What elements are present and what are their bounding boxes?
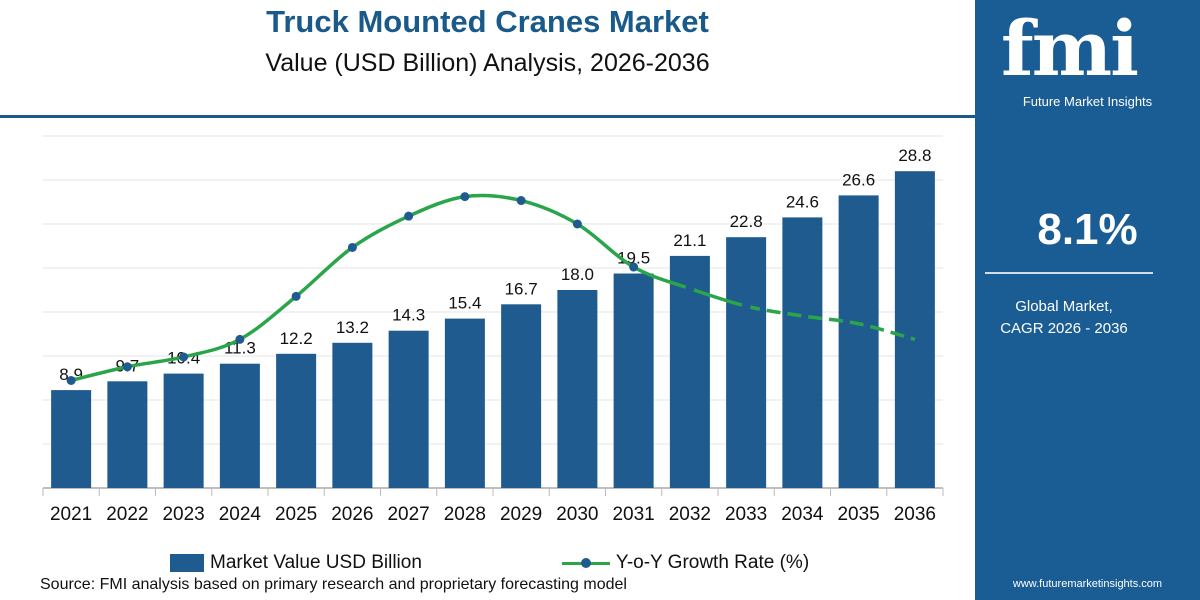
bar-line-chart: 8.920219.7202210.4202311.3202412.2202513… (42, 135, 944, 525)
logo-letters: fmi (1001, 4, 1139, 93)
legend-bar-swatch (170, 554, 204, 572)
bar-2031 (613, 273, 654, 488)
growth-point-2030 (572, 219, 582, 229)
growth-point-2032 (685, 284, 695, 294)
bar-2024 (219, 363, 260, 488)
x-tick-label: 2034 (781, 504, 824, 525)
bar-2025 (276, 353, 317, 488)
growth-point-2028 (460, 192, 470, 202)
bar-value-label: 14.3 (392, 306, 425, 325)
x-tick-label: 2029 (500, 504, 542, 525)
bar-2034 (782, 217, 823, 488)
x-tick-label: 2026 (331, 504, 373, 525)
growth-point-2023 (179, 352, 189, 362)
bar-value-label: 12.2 (280, 329, 313, 348)
cagr-value: 8.1% (1037, 205, 1138, 254)
bar-value-label: 15.4 (448, 294, 481, 313)
bar-2028 (444, 318, 485, 488)
x-tick-label: 2030 (556, 504, 598, 525)
cagr-label: Global Market, CAGR 2026 - 2036 (975, 296, 1153, 340)
bar-2027 (388, 330, 429, 488)
legend-item-growth-rate: Y-o-Y Growth Rate (%) (561, 552, 810, 574)
legend-bar-label: Market Value USD Billion (210, 552, 422, 573)
x-tick-label: 2025 (275, 504, 317, 525)
growth-point-2025 (291, 291, 301, 301)
bar-value-label: 26.6 (842, 170, 875, 189)
growth-point-2029 (516, 196, 526, 206)
bar-2030 (557, 290, 598, 488)
x-tick-label: 2024 (219, 504, 262, 525)
legend-line-swatch (561, 556, 610, 570)
legend-line-label: Y-o-Y Growth Rate (%) (615, 552, 810, 573)
x-tick-label: 2022 (106, 504, 148, 525)
bar-2036 (894, 171, 935, 488)
bar-value-label: 28.8 (898, 146, 931, 165)
logo-tagline: Future Market Insights (1022, 94, 1153, 109)
bar-value-label: 16.7 (505, 279, 538, 298)
x-tick-label: 2028 (444, 504, 486, 525)
growth-point-2027 (404, 211, 414, 221)
growth-line-dashed (745, 304, 916, 342)
chart-title: Truck Mounted Cranes Market (266, 4, 709, 39)
growth-point-2022 (122, 362, 132, 372)
growth-point-2024 (235, 334, 245, 344)
bar-value-label: 18.0 (561, 265, 594, 284)
legend: Market Value USD Billion Y-o-Y Growth Ra… (170, 552, 809, 574)
source-note: Source: FMI analysis based on primary re… (40, 576, 627, 593)
x-tick-label: 2031 (612, 504, 654, 525)
legend-item-market-value: Market Value USD Billion (170, 552, 422, 574)
title-divider (0, 115, 975, 118)
x-tick-label: 2036 (894, 504, 936, 525)
sidebar-panel: fmi Future Market Insights 8.1% Global M… (975, 0, 1200, 600)
x-tick-label: 2035 (837, 504, 879, 525)
cagr-divider (985, 272, 1153, 274)
growth-point-2026 (347, 242, 357, 252)
x-tick-label: 2027 (387, 504, 429, 525)
cagr-label-line2: CAGR 2026 - 2036 (1000, 320, 1128, 337)
x-tick-label: 2023 (162, 504, 204, 525)
growth-point-2021 (66, 375, 76, 385)
bar-2033 (726, 237, 767, 488)
bar-2022 (107, 381, 148, 488)
chart-subtitle: Value (USD Billion) Analysis, 2026-2036 (265, 49, 710, 77)
bar-2029 (501, 304, 542, 488)
website-url: www.futuremarketinsights.com (1012, 578, 1163, 590)
bar-2021 (51, 390, 92, 488)
bar-value-label: 24.6 (786, 192, 819, 211)
bar-2023 (163, 373, 204, 488)
growth-point-2031 (629, 262, 639, 272)
bar-value-label: 22.8 (730, 212, 763, 231)
fmi-logo: fmi Future Market Insights (975, 0, 1200, 120)
cagr-label-line1: Global Market, (1015, 298, 1113, 315)
x-tick-label: 2033 (725, 504, 767, 525)
growth-point-2033 (741, 301, 751, 311)
x-tick-label: 2032 (669, 504, 711, 525)
bar-2026 (332, 342, 373, 488)
bar-2035 (838, 195, 879, 488)
bar-value-label: 21.1 (673, 231, 706, 250)
chart-panel: Truck Mounted Cranes Market Value (USD B… (0, 4, 975, 593)
x-tick-label: 2021 (50, 504, 92, 525)
bar-value-label: 13.2 (336, 318, 369, 337)
